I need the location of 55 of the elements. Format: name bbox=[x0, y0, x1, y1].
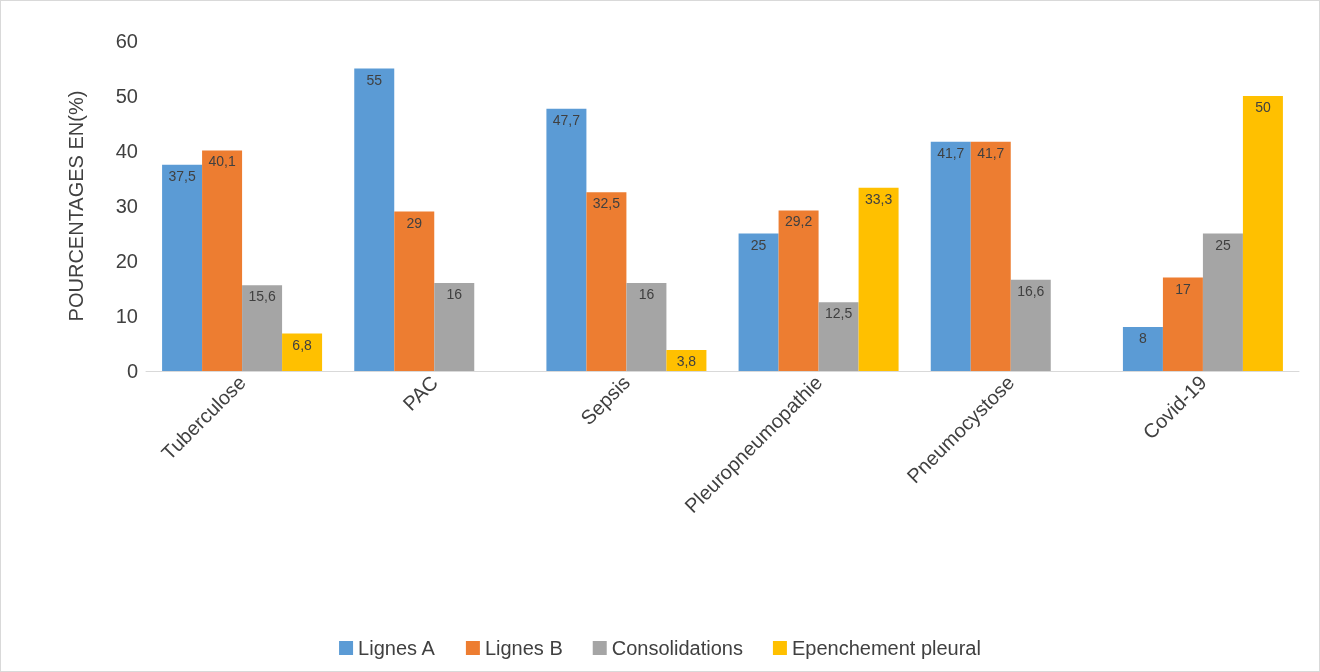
data-label: 29,2 bbox=[784, 213, 813, 230]
y-tick-label: 60 bbox=[115, 30, 138, 52]
bar bbox=[738, 233, 779, 371]
data-label: 47,7 bbox=[552, 111, 581, 128]
legend-label: Epenchement pleural bbox=[791, 637, 981, 659]
data-label: 16,6 bbox=[1017, 282, 1045, 299]
bar bbox=[626, 283, 667, 371]
y-tick-label: 40 bbox=[115, 140, 138, 162]
bar bbox=[1202, 233, 1243, 371]
data-label: 25 bbox=[1215, 236, 1231, 253]
y-tick-label: 50 bbox=[115, 85, 138, 107]
data-label: 6,8 bbox=[292, 336, 313, 353]
y-tick-label: 20 bbox=[115, 250, 138, 272]
data-label: 33,3 bbox=[864, 190, 893, 207]
data-label: 16 bbox=[638, 286, 655, 302]
bar bbox=[778, 210, 819, 371]
bar bbox=[1162, 277, 1203, 371]
legend-label: Consolidations bbox=[611, 637, 743, 659]
bar bbox=[242, 285, 283, 371]
legend-label: Lignes B bbox=[484, 637, 563, 659]
bar bbox=[282, 333, 323, 371]
data-label: 12,5 bbox=[824, 305, 853, 322]
bar bbox=[818, 302, 859, 371]
data-label: 29 bbox=[406, 214, 423, 231]
data-label: 15,6 bbox=[248, 288, 276, 305]
y-axis-title: POURCENTAGES EN(%) bbox=[65, 90, 87, 322]
bar bbox=[1010, 279, 1051, 371]
bar bbox=[1122, 327, 1163, 371]
data-label: 41,7 bbox=[977, 144, 1005, 161]
legend-label: Lignes A bbox=[358, 637, 436, 659]
data-label: 17 bbox=[1175, 280, 1191, 297]
data-label: 37,5 bbox=[168, 167, 196, 184]
data-label: 16 bbox=[446, 286, 463, 302]
bar bbox=[354, 68, 395, 371]
data-label: 3,8 bbox=[676, 353, 697, 370]
bar bbox=[586, 192, 627, 371]
bar bbox=[546, 108, 587, 371]
bar bbox=[202, 150, 243, 371]
bar bbox=[858, 187, 899, 371]
data-label: 40,1 bbox=[208, 153, 236, 170]
y-tick-label: 0 bbox=[126, 360, 138, 382]
bar bbox=[1242, 96, 1283, 371]
data-label: 50 bbox=[1255, 99, 1271, 115]
bar bbox=[930, 141, 971, 371]
bar bbox=[162, 164, 203, 371]
data-label: 55 bbox=[366, 71, 383, 88]
data-label: 25 bbox=[750, 236, 767, 253]
bar bbox=[434, 283, 475, 371]
data-label: 41,7 bbox=[937, 144, 965, 161]
bar bbox=[394, 211, 435, 371]
bar bbox=[970, 141, 1011, 371]
y-tick-label: 30 bbox=[115, 195, 138, 217]
y-tick-label: 10 bbox=[115, 305, 138, 327]
data-label: 8 bbox=[1139, 330, 1148, 346]
data-label: 32,5 bbox=[592, 195, 621, 212]
